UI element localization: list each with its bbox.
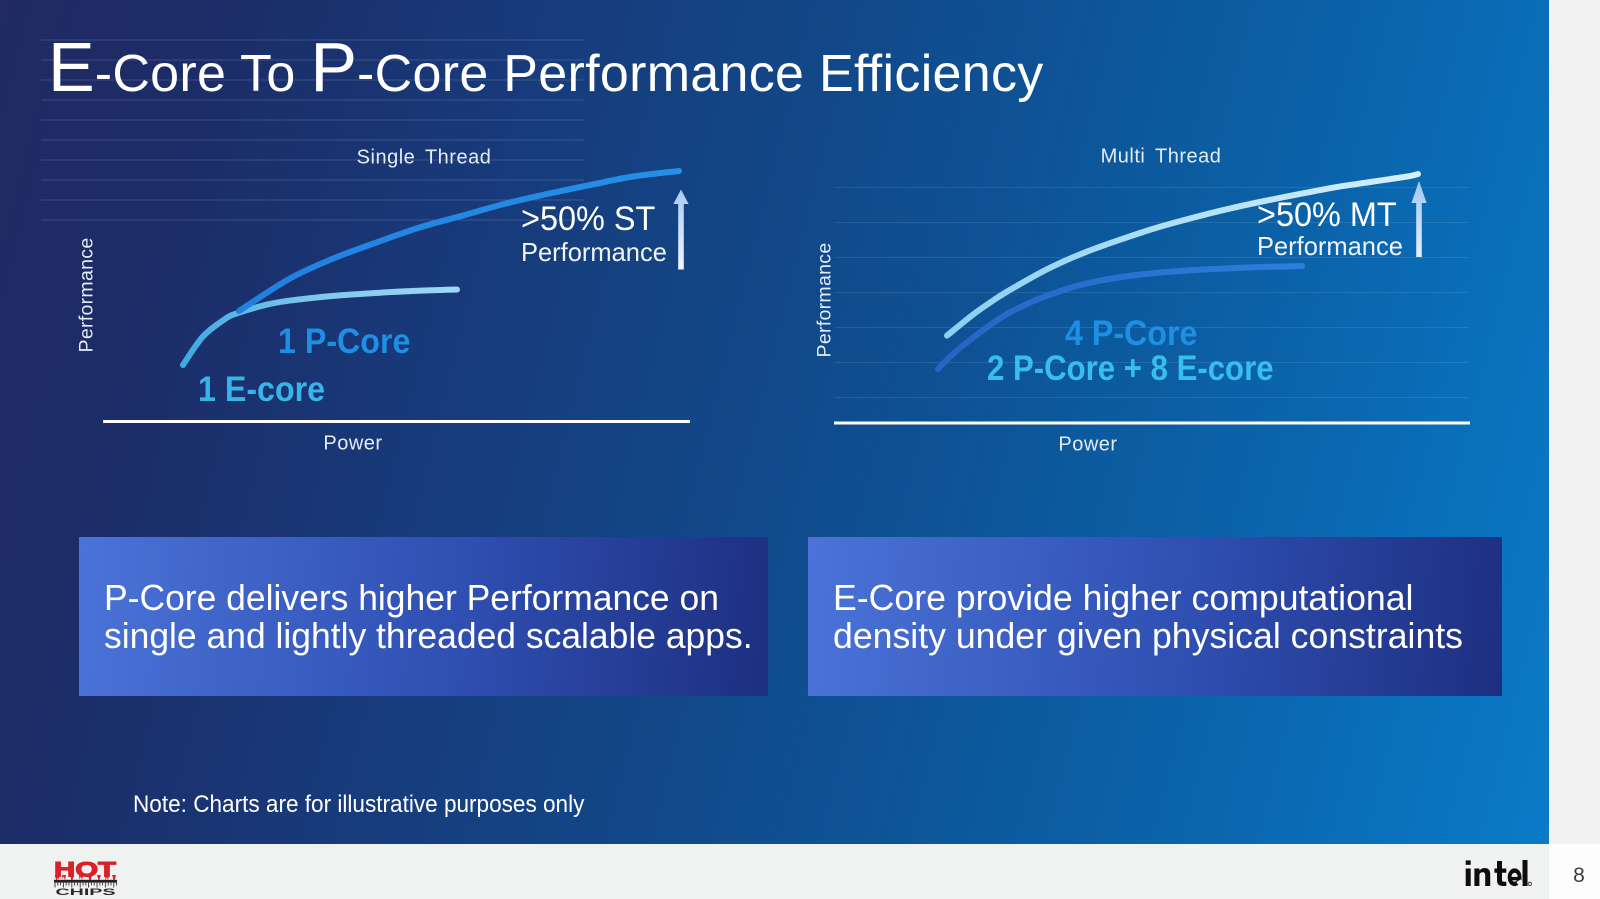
svg-text:HOT: HOT [54,860,116,882]
svg-text:CHIPS: CHIPS [56,887,116,897]
